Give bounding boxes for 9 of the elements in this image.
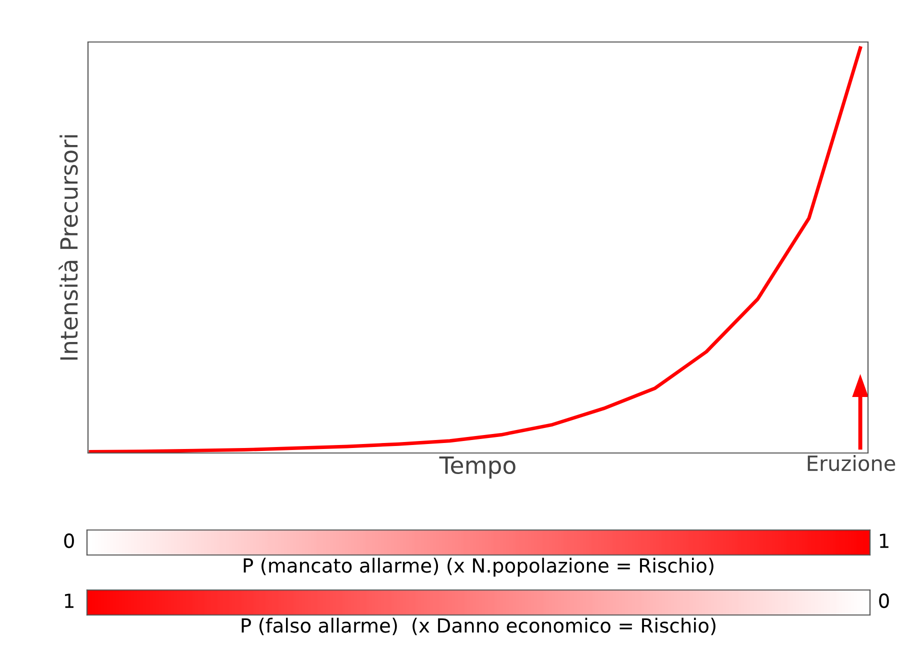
text: Eruzione [808,455,896,472]
text: 0 [879,593,889,608]
x-axis-title: Tempo [439,456,516,479]
text: 0 [64,533,74,548]
y-axis-title: Intensità Precursori [58,135,78,360]
text: P (mancato allarme) (x N.popolazione = Rischio) [244,558,714,577]
text: P (falso allarme) (x Danno economico = Rischio) [242,618,716,636]
text: 1 [65,594,74,608]
text: 1 [880,534,888,548]
